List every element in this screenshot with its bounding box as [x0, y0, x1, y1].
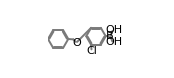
Text: OH: OH	[106, 25, 123, 35]
Text: Cl: Cl	[86, 46, 97, 56]
Text: B: B	[106, 31, 114, 41]
Text: OH: OH	[106, 37, 123, 47]
Text: O: O	[72, 38, 81, 48]
